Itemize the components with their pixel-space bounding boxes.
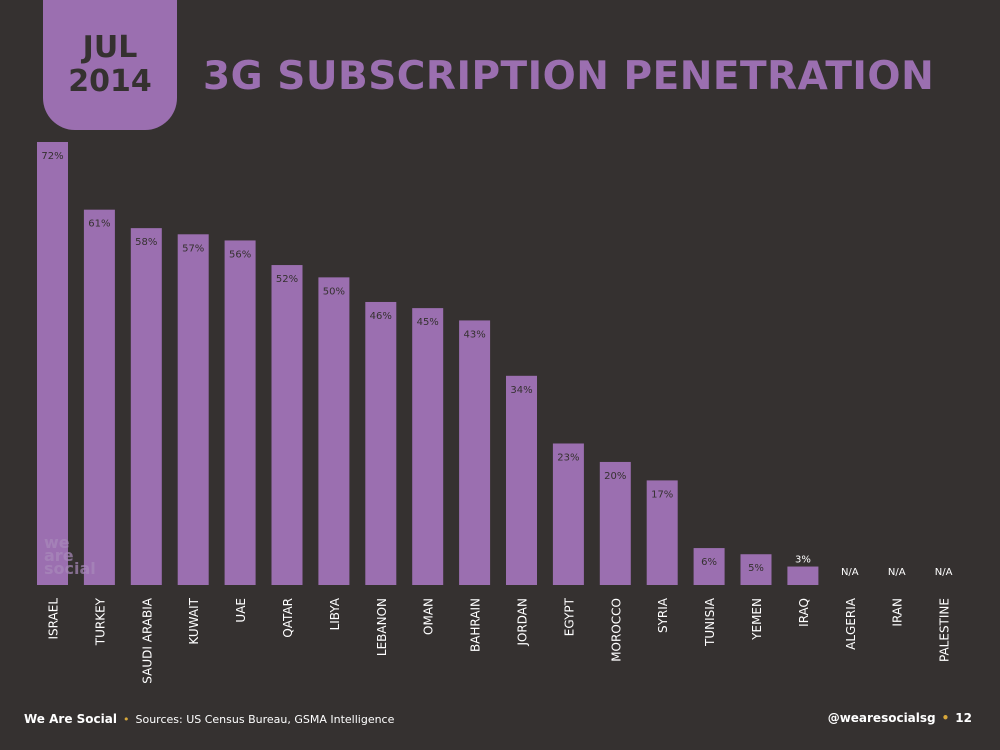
bar-yemen — [740, 554, 772, 585]
date-year: 2014 — [68, 64, 152, 99]
data-label-kuwait: 57% — [182, 243, 204, 254]
tick-label-tunisia: TUNISIA — [703, 597, 717, 647]
tick-label-morocco: MOROCCO — [609, 598, 623, 662]
data-label-turkey: 61% — [88, 219, 110, 230]
data-label-libya: 50% — [323, 286, 345, 297]
page-title: 3G SUBSCRIPTION PENETRATION — [203, 54, 935, 99]
bar-tunisia — [693, 548, 725, 585]
separator-dot-icon: • — [122, 713, 130, 726]
separator-dot-icon: • — [941, 711, 950, 725]
data-label-egypt: 23% — [557, 452, 579, 463]
data-label-iraq: 3% — [795, 555, 811, 566]
data-label-lebanon: 46% — [370, 311, 392, 322]
data-label-iran: N/A — [888, 567, 906, 578]
bar-egypt — [552, 443, 584, 585]
tick-label-syria: SYRIA — [656, 597, 670, 633]
tick-label-algeria: ALGERIA — [844, 597, 858, 650]
data-label-israel: 72% — [41, 151, 63, 162]
tick-label-israel: ISRAEL — [47, 598, 61, 640]
tick-label-libya: LIBYA — [328, 597, 342, 630]
tick-label-oman: OMAN — [422, 598, 436, 635]
tick-label-lebanon: LEBANON — [375, 598, 389, 656]
tick-label-palestine: PALESTINE — [938, 598, 952, 662]
tick-label-yemen: YEMEN — [750, 598, 764, 641]
we-are-social-watermark: we are social — [44, 533, 96, 578]
tick-label-saudi-arabia: SAUDI ARABIA — [140, 597, 154, 683]
bar-bahrain — [459, 320, 491, 585]
bar-turkey — [83, 209, 115, 586]
tick-label-jordan: JORDAN — [516, 598, 530, 647]
tick-label-uae: UAE — [234, 598, 248, 623]
data-label-syria: 17% — [651, 489, 673, 500]
bar-lebanon — [365, 301, 397, 585]
tick-label-turkey: TURKEY — [93, 597, 107, 646]
bar-syria — [646, 480, 678, 585]
bar-kuwait — [177, 234, 209, 585]
data-label-bahrain: 43% — [463, 329, 485, 340]
bar-oman — [412, 308, 444, 585]
tick-label-qatar: QATAR — [281, 598, 295, 638]
data-label-uae: 56% — [229, 249, 251, 260]
data-label-qatar: 52% — [276, 274, 298, 285]
footer-sources: Sources: US Census Bureau, GSMA Intellig… — [135, 713, 395, 726]
bar-saudi-arabia — [130, 228, 162, 585]
date-month: JUL — [82, 30, 138, 65]
tick-label-iraq: IRAQ — [797, 598, 811, 627]
bar-morocco — [599, 461, 631, 585]
bar-israel — [37, 142, 68, 585]
footer-brand: We Are Social — [24, 712, 117, 726]
data-label-palestine: N/A — [935, 567, 953, 578]
data-label-jordan: 34% — [510, 385, 532, 396]
bar-qatar — [271, 265, 303, 585]
bar-iraq — [787, 566, 819, 585]
tick-label-bahrain: BAHRAIN — [469, 598, 483, 652]
footer-handle: @wearesocialsg — [827, 711, 936, 725]
date-tab: JUL 2014 — [43, 0, 177, 130]
bar-chart: 72% ISRAEL 61% TURKEY 58% SAUDI ARABIA 57% KUWA… — [37, 142, 953, 684]
bar-jordan — [506, 375, 537, 585]
data-label-oman: 45% — [417, 317, 439, 328]
data-label-algeria: N/A — [841, 567, 859, 578]
footer-left: We Are Social • Sources: US Census Bureau,… — [24, 712, 394, 726]
data-label-yemen: 5% — [748, 563, 764, 574]
page-number: 12 — [955, 711, 972, 725]
bar-uae — [224, 240, 256, 585]
data-label-morocco: 20% — [604, 471, 626, 482]
data-label-saudi-arabia: 58% — [135, 237, 157, 248]
tick-label-iran: IRAN — [891, 598, 905, 627]
tick-label-kuwait: KUWAIT — [187, 597, 201, 644]
bar-libya — [318, 277, 350, 585]
tick-label-egypt: EGYPT — [562, 597, 576, 636]
data-label-tunisia: 6% — [701, 557, 717, 568]
footer-right: @wearesocialsg • 12 — [828, 711, 972, 725]
